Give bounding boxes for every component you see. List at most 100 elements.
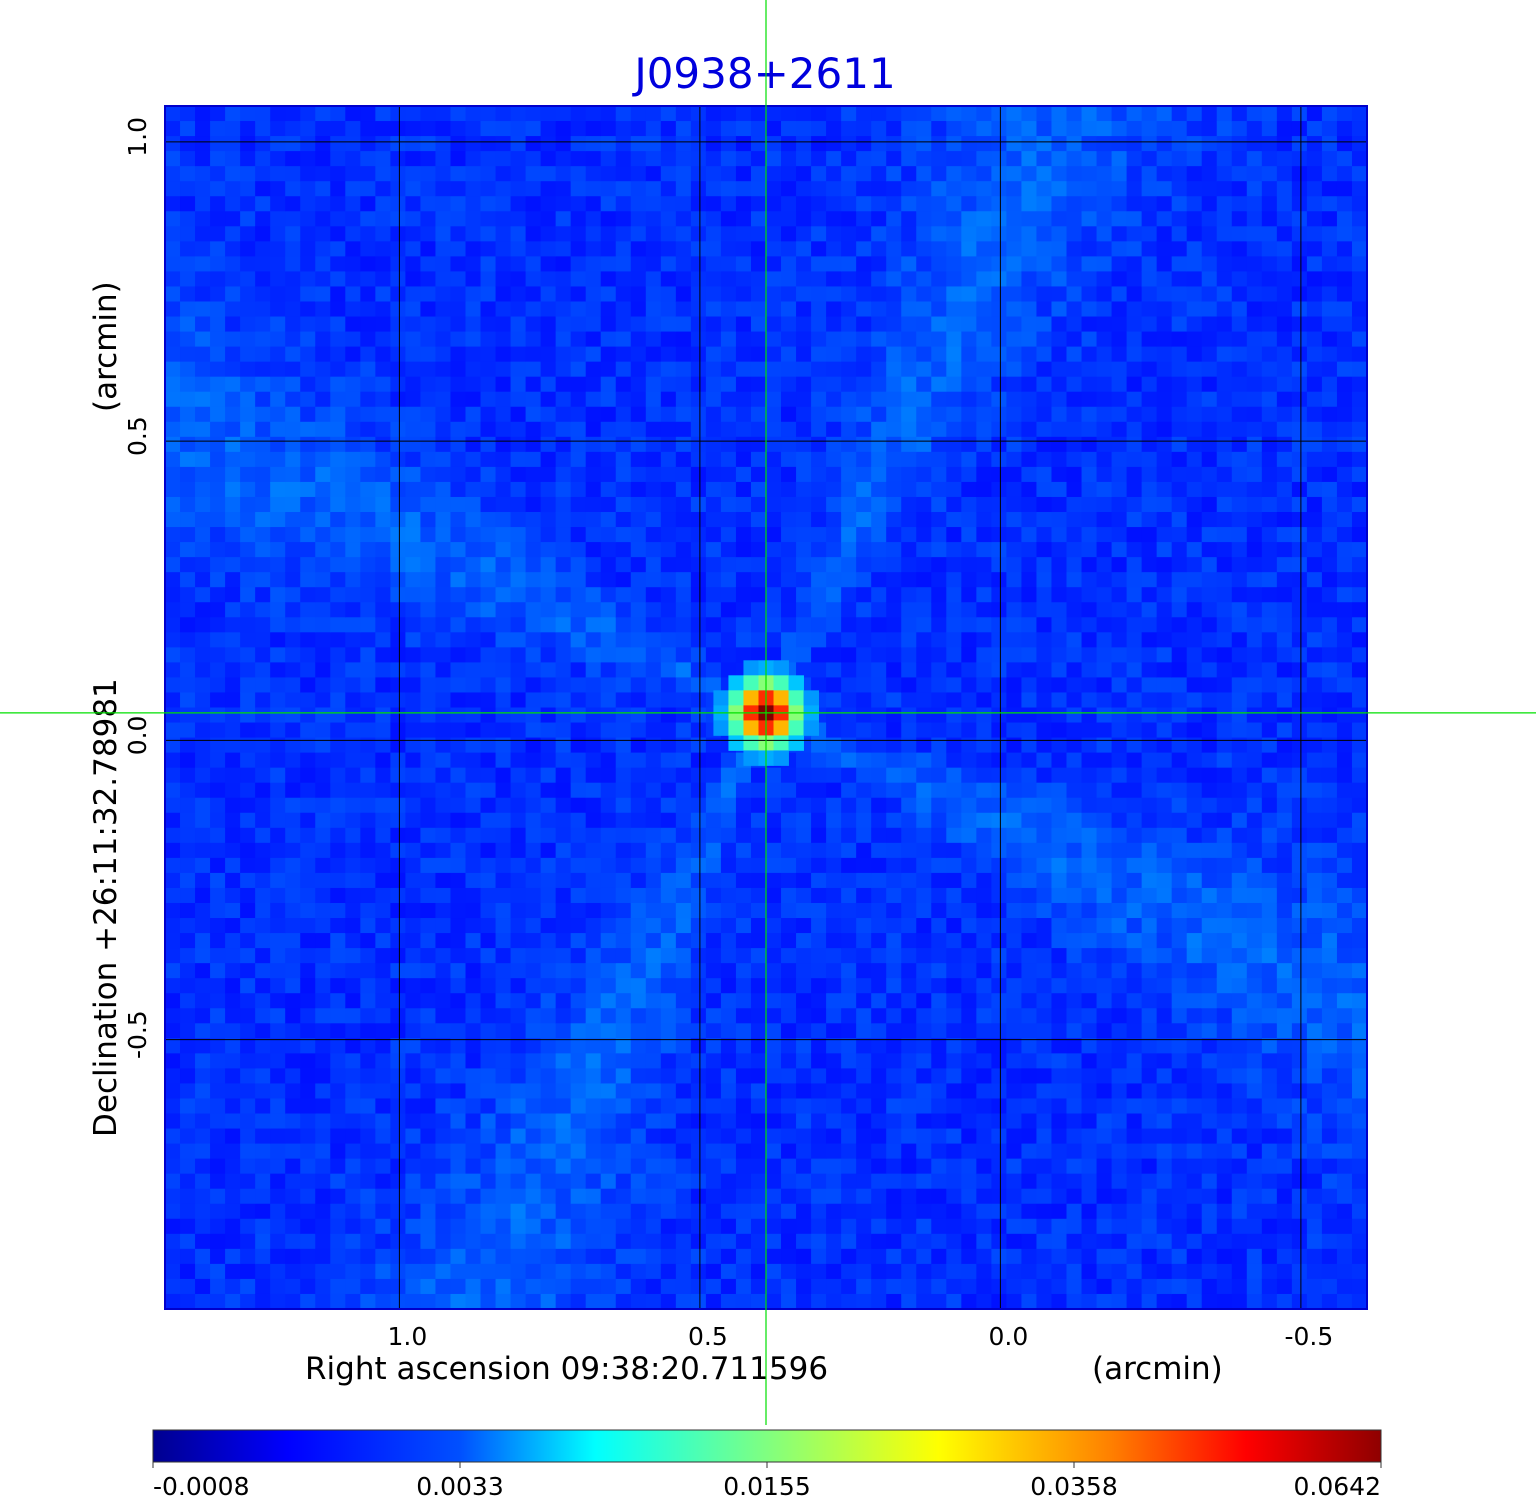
noise-pixel (826, 1143, 842, 1160)
noise-pixel (916, 121, 932, 137)
noise-pixel (766, 857, 782, 874)
noise-pixel (330, 647, 346, 663)
noise-pixel (210, 1203, 226, 1220)
noise-pixel (1021, 572, 1038, 588)
noise-pixel (781, 872, 797, 889)
noise-pixel (946, 587, 962, 603)
noise-pixel (555, 1038, 572, 1054)
noise-pixel (931, 782, 947, 799)
noise-pixel (1051, 948, 1068, 964)
noise-pixel (961, 1188, 977, 1205)
noise-pixel (841, 376, 857, 393)
noise-pixel (300, 1293, 316, 1309)
noise-pixel (766, 136, 782, 152)
noise-pixel (420, 1068, 437, 1085)
noise-pixel (1066, 902, 1083, 919)
noise-pixel (901, 872, 917, 889)
noise-pixel (615, 602, 632, 618)
noise-pixel (991, 226, 1008, 242)
noise-pixel (961, 948, 977, 964)
noise-pixel (285, 692, 301, 709)
noise-pixel (435, 752, 452, 769)
noise-pixel (645, 993, 662, 1009)
noise-pixel (240, 466, 256, 483)
noise-pixel (675, 827, 692, 844)
noise-pixel (465, 632, 482, 648)
noise-pixel (555, 121, 572, 137)
noise-pixel (195, 1083, 211, 1100)
noise-pixel (735, 436, 752, 453)
noise-pixel (1006, 466, 1023, 483)
noise-pixel (285, 1203, 301, 1220)
noise-pixel (796, 767, 812, 784)
noise-pixel (300, 316, 316, 333)
noise-pixel (916, 1113, 932, 1130)
noise-pixel (345, 196, 361, 212)
noise-pixel (781, 1173, 797, 1190)
noise-pixel (600, 1023, 617, 1039)
noise-pixel (165, 872, 181, 889)
noise-pixel (630, 481, 647, 498)
noise-pixel (255, 1098, 271, 1115)
noise-pixel (165, 301, 181, 318)
noise-pixel (826, 301, 842, 318)
noise-pixel (766, 512, 782, 528)
noise-pixel (826, 752, 842, 769)
noise-pixel (570, 677, 587, 694)
noise-pixel (210, 827, 226, 844)
noise-pixel (330, 286, 346, 303)
noise-pixel (976, 481, 992, 498)
noise-pixel (871, 542, 887, 558)
noise-pixel (766, 181, 782, 197)
noise-pixel (675, 662, 692, 679)
noise-pixel (705, 151, 722, 167)
noise-pixel (660, 241, 677, 257)
noise-pixel (615, 496, 632, 513)
noise-pixel (1051, 1188, 1068, 1205)
noise-pixel (165, 1098, 181, 1115)
noise-pixel (165, 421, 181, 438)
noise-pixel (315, 557, 331, 573)
noise-pixel (856, 752, 872, 769)
noise-pixel (420, 1293, 437, 1309)
noise-pixel (1081, 1023, 1098, 1039)
noise-pixel (555, 286, 572, 303)
noise-pixel (1036, 587, 1053, 603)
noise-pixel (961, 767, 977, 784)
noise-pixel (390, 632, 407, 648)
noise-pixel (1021, 1038, 1038, 1054)
noise-pixel (555, 1263, 572, 1280)
noise-pixel (690, 1158, 707, 1175)
noise-pixel (285, 391, 301, 408)
noise-pixel (871, 737, 887, 754)
noise-pixel (976, 512, 992, 528)
noise-pixel (195, 151, 211, 167)
noise-pixel (1066, 918, 1083, 934)
noise-pixel (1066, 737, 1083, 754)
noise-pixel (856, 241, 872, 257)
noise-pixel (240, 256, 256, 273)
noise-pixel (195, 647, 211, 663)
noise-pixel (766, 902, 782, 919)
noise-pixel (856, 1158, 872, 1175)
noise-pixel (766, 632, 782, 648)
noise-pixel (360, 1068, 376, 1085)
noise-pixel (210, 271, 226, 288)
noise-pixel (976, 737, 992, 754)
noise-pixel (735, 391, 752, 408)
noise-pixel (390, 527, 407, 543)
noise-pixel (796, 632, 812, 648)
noise-pixel (766, 887, 782, 904)
noise-pixel (420, 361, 437, 378)
noise-pixel (540, 331, 557, 348)
noise-pixel (660, 136, 677, 152)
noise-pixel (871, 166, 887, 182)
noise-pixel (766, 1038, 782, 1054)
noise-pixel (660, 872, 677, 889)
noise-pixel (255, 121, 271, 137)
noise-pixel (1006, 993, 1023, 1009)
noise-pixel (165, 1113, 181, 1130)
noise-pixel (525, 827, 542, 844)
noise-pixel (570, 902, 587, 919)
noise-pixel (750, 1203, 767, 1220)
